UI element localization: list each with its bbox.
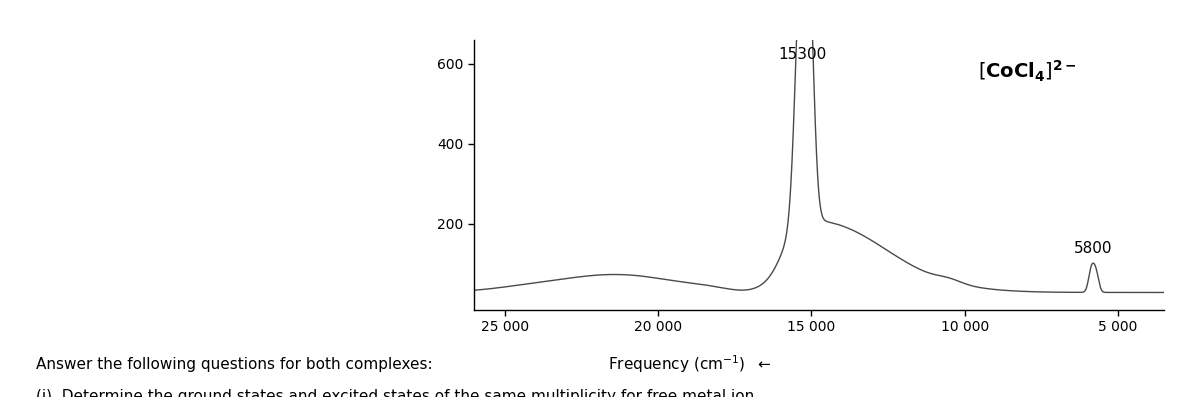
Text: 5800: 5800	[1074, 241, 1112, 256]
Text: (i)  Determine the ground states and excited states of the same multiplicity for: (i) Determine the ground states and exci…	[36, 389, 760, 397]
Text: 15300: 15300	[778, 47, 827, 62]
Text: $[\mathbf{CoCl_4}]^{\mathbf{2-}}$: $[\mathbf{CoCl_4}]^{\mathbf{2-}}$	[978, 59, 1076, 84]
Text: Answer the following questions for both complexes:: Answer the following questions for both …	[36, 357, 433, 372]
Text: Frequency (cm$^{-1}$)  $\leftarrow$: Frequency (cm$^{-1}$) $\leftarrow$	[608, 353, 772, 375]
